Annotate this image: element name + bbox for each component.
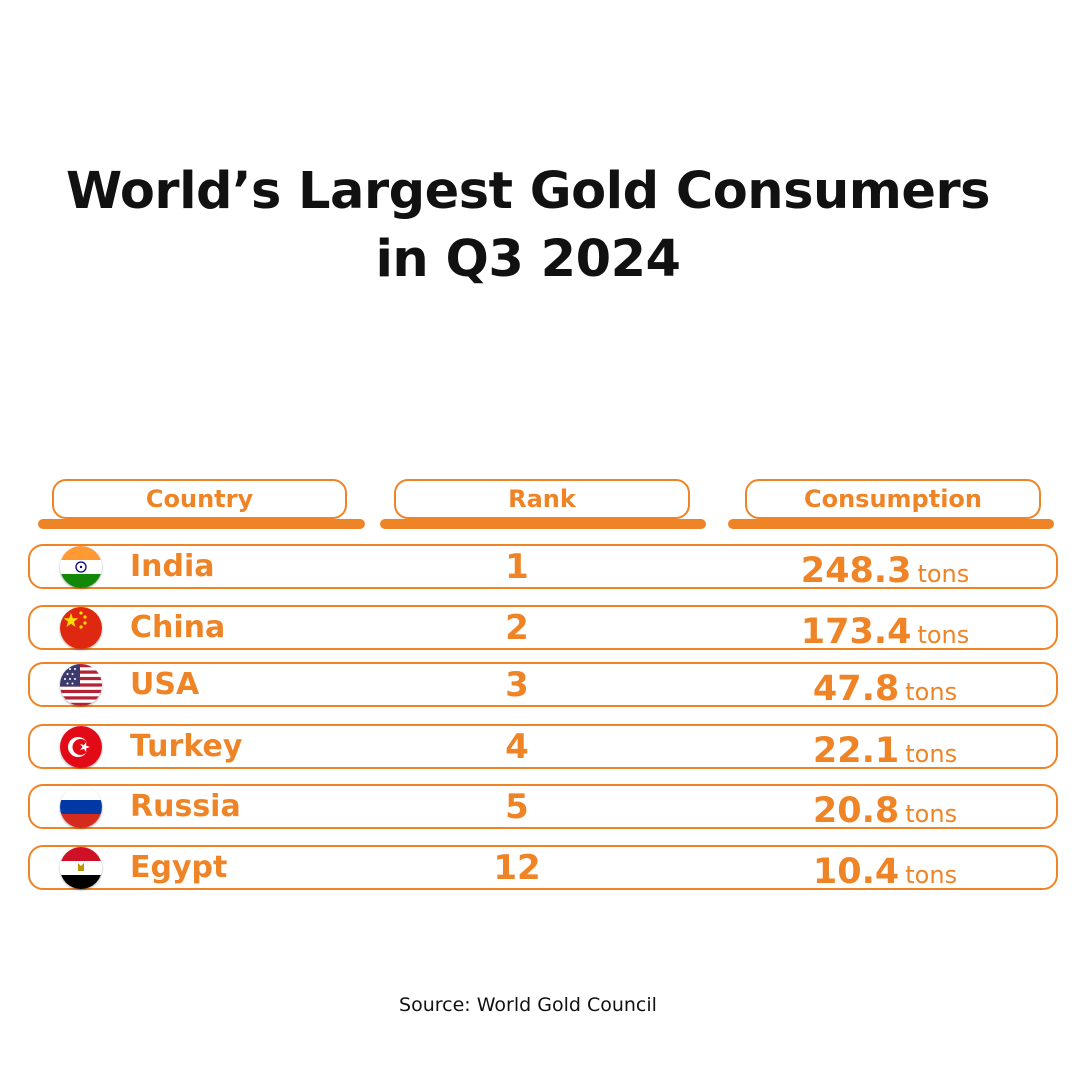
consumption-unit: tons bbox=[905, 740, 958, 768]
usa-flag-icon bbox=[60, 664, 102, 706]
source-note: Source: World Gold Council bbox=[399, 994, 657, 1016]
country-name: India bbox=[130, 549, 215, 584]
consumption-value: 173.4 bbox=[800, 612, 912, 652]
country-name: Turkey bbox=[130, 729, 243, 764]
table-row: China 2 173.4 tons bbox=[28, 605, 1058, 652]
header-consumption: Consumption bbox=[745, 479, 1041, 519]
page-title: World’s Largest Gold Consumers in Q3 202… bbox=[0, 158, 1056, 294]
table-row: USA 3 47.8 tons bbox=[28, 662, 1058, 709]
consumption-cell: 248.3 tons bbox=[730, 546, 1040, 591]
table-row: Russia 5 20.8 tons bbox=[28, 784, 1058, 831]
consumption-cell: 10.4 tons bbox=[730, 847, 1040, 892]
rank-value: 3 bbox=[505, 665, 529, 705]
consumption-cell: 173.4 tons bbox=[730, 607, 1040, 652]
header-rank: Rank bbox=[394, 479, 690, 519]
header-rank-underline bbox=[380, 519, 706, 529]
russia-flag-icon bbox=[60, 786, 102, 828]
turkey-flag-icon bbox=[60, 726, 102, 768]
header-country: Country bbox=[52, 479, 347, 519]
country-name: Egypt bbox=[130, 850, 228, 885]
consumption-unit: tons bbox=[905, 861, 958, 889]
consumption-value: 22.1 bbox=[812, 731, 900, 771]
consumption-unit: tons bbox=[905, 800, 958, 828]
country-name: USA bbox=[130, 667, 200, 702]
china-flag-icon bbox=[60, 607, 102, 649]
table-row: India 1 248.3 tons bbox=[28, 544, 1058, 591]
consumption-value: 20.8 bbox=[812, 791, 900, 831]
consumption-unit: tons bbox=[905, 678, 958, 706]
country-name: China bbox=[130, 610, 226, 645]
table-row: Turkey 4 22.1 tons bbox=[28, 724, 1058, 771]
consumption-cell: 47.8 tons bbox=[730, 664, 1040, 709]
rank-value: 1 bbox=[505, 547, 529, 587]
consumption-cell: 22.1 tons bbox=[730, 726, 1040, 771]
consumption-unit: tons bbox=[917, 560, 970, 588]
country-name: Russia bbox=[130, 789, 241, 824]
header-consumption-underline bbox=[728, 519, 1054, 529]
consumption-value: 47.8 bbox=[812, 669, 900, 709]
header-country-underline bbox=[38, 519, 365, 529]
rank-value: 12 bbox=[493, 848, 541, 888]
consumption-unit: tons bbox=[917, 621, 970, 649]
rank-value: 2 bbox=[505, 608, 529, 648]
consumption-cell: 20.8 tons bbox=[730, 786, 1040, 831]
title-line-2: in Q3 2024 bbox=[375, 230, 681, 289]
title-line-1: World’s Largest Gold Consumers bbox=[65, 162, 991, 221]
consumption-value: 248.3 bbox=[800, 551, 912, 591]
india-flag-icon bbox=[60, 546, 102, 588]
consumption-value: 10.4 bbox=[812, 852, 900, 892]
rank-value: 5 bbox=[505, 787, 529, 827]
table-row: Egypt 12 10.4 tons bbox=[28, 845, 1058, 892]
egypt-flag-icon bbox=[60, 847, 102, 889]
rank-value: 4 bbox=[505, 727, 529, 767]
